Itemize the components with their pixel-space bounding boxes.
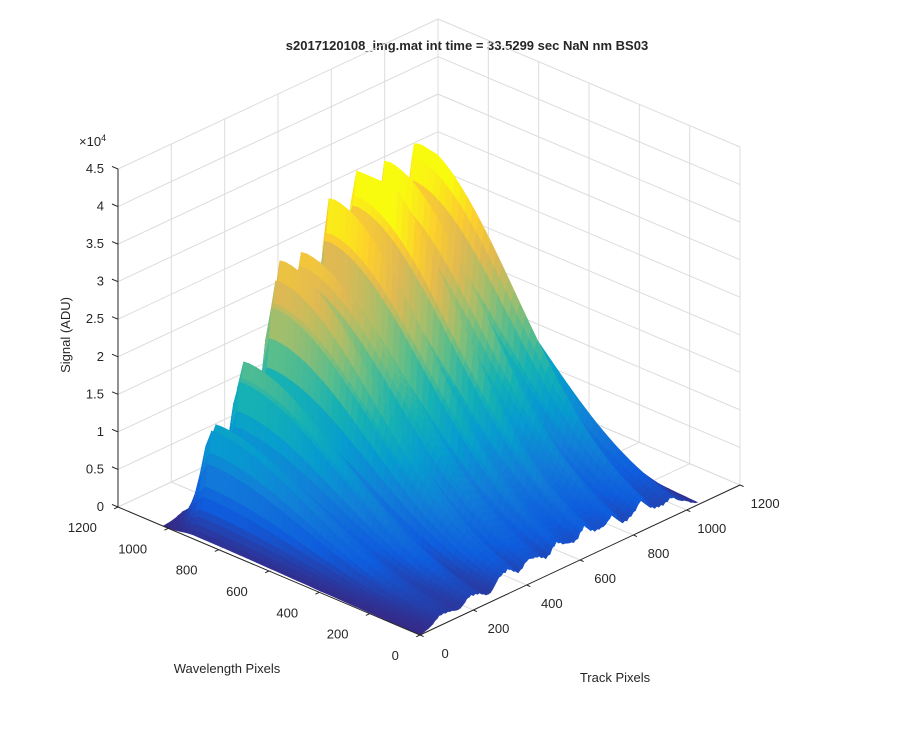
surface-plot xyxy=(162,143,699,635)
chart-title: s2017120108_img.mat int time = 33.5299 s… xyxy=(286,38,648,53)
